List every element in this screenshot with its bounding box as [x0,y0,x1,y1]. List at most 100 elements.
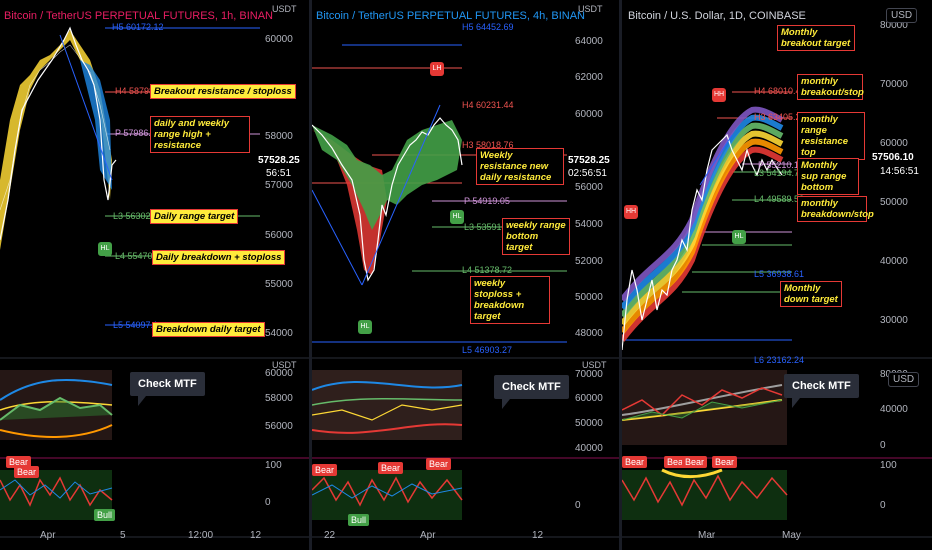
osc2-axis-tick: 100 [880,460,897,471]
chart-title: Bitcoin / TetherUS PERPETUAL FUTURES, 4h… [316,10,585,22]
annotation-note[interactable]: daily and weekly range high + resistance [150,116,250,153]
panel-separator[interactable] [619,0,622,550]
chart-panel-1h[interactable]: Bitcoin / TetherUS PERPETUAL FUTURES, 1h… [0,0,310,550]
pivot-level-h5: H5 60172.12 [112,22,164,32]
annotation-note[interactable]: Monthly down target [780,281,842,307]
check-mtf-button[interactable]: Check MTF [130,372,205,406]
price-axis-tick: 56000 [265,230,293,241]
pivot-level-l4: L4 55470.5 [115,251,161,261]
pivot-level-p: P 54919.05 [464,196,510,206]
annotation-note[interactable]: weekly range bottom target [502,218,570,255]
check-mtf-button[interactable]: Check MTF [784,374,859,408]
bear-tag: Bear [426,458,452,470]
annotation-note[interactable]: Monthly sup range bottom [797,158,859,195]
last-price-label: 57506.10 [872,152,914,163]
annotation-note[interactable]: Monthly breakout target [777,25,855,51]
osc2-axis-tick: 0 [265,497,271,508]
osc2-axis-tick: 100 [265,460,282,471]
price-axis-tick: 60000 [265,34,293,45]
osc-axis-tick: 40000 [880,404,908,415]
pivot-level-h4: H4 60231.44 [462,100,514,110]
time-axis-tick: 12 [250,530,262,541]
price-axis-tick: 52000 [575,256,603,267]
price-axis-tick: 60000 [880,138,908,149]
currency-button[interactable]: USD [886,8,918,23]
bull-tag: Bull [94,509,116,521]
chart-canvas-4h[interactable] [312,0,620,550]
price-axis-tick: 40000 [880,256,908,267]
bull-tag: Bull [348,514,370,526]
pivot-level-h4: H4 58798 [115,86,155,96]
price-axis-tick: 48000 [575,328,603,339]
annotation-note[interactable]: Breakdown daily target [152,322,265,337]
time-axis-tick: Apr [420,530,436,541]
price-axis-tick: 54000 [265,328,293,339]
pivot-level-h3: H3 58018.76 [462,140,514,150]
annotation-note[interactable]: Weekly resistance new daily resistance [476,148,564,185]
pivot-level-l5: L5 36938.61 [754,269,805,279]
last-price-label: 57528.25 [258,155,300,166]
time-axis-tick: Mar [698,530,716,541]
time-axis-tick: May [782,530,801,541]
annotation-note[interactable]: Daily breakdown + stoploss [152,250,286,265]
annotation-note[interactable]: Breakout resistance / stoploss [150,84,296,99]
currency-label: USDT [272,4,297,14]
chart-title: Bitcoin / U.S. Dollar, 1D, COINBASE [628,10,806,22]
hl-marker: HL [98,242,112,256]
hh-marker: HH [712,88,726,102]
osc-axis-tick: 0 [880,440,886,451]
osc-axis-tick: 50000 [575,418,603,429]
price-axis-tick: 70000 [880,79,908,90]
bear-tag: Bear [712,456,738,468]
last-price-label: 57528.25 [568,155,610,166]
price-axis-tick: 62000 [575,72,603,83]
pivot-level-h3: H3 63405.24 [754,112,806,122]
annotation-note[interactable]: Daily range target [150,209,239,224]
pivot-level-l3: L3 53591.9 [464,222,510,232]
price-axis-tick: 57000 [265,180,293,191]
pivot-level-l5: L5 46903.27 [462,345,513,355]
hh-marker: HH [624,205,638,219]
chart-title: Bitcoin / TetherUS PERPETUAL FUTURES, 1h… [4,10,273,22]
bear-tag: Bear [622,456,648,468]
annotation-note[interactable]: monthly breakout/stop [797,74,864,100]
check-mtf-button[interactable]: Check MTF [494,375,569,409]
currency-button[interactable]: USD [888,372,920,387]
price-axis-tick: 30000 [880,315,908,326]
time-axis-tick: 5 [120,530,126,541]
price-axis-tick: 64000 [575,36,603,47]
osc-axis-tick: 60000 [265,368,293,379]
time-axis-tick: 12:00 [188,530,214,541]
pivot-level-l6: L6 23162.24 [754,355,805,365]
pivot-level-l4: L4 51378.72 [462,265,513,275]
osc-axis-tick: 60000 [575,393,603,404]
chart-panel-4h[interactable]: Bitcoin / TetherUS PERPETUAL FUTURES, 4h… [312,0,620,550]
pivot-level-l4: L4 49589.52 [754,194,805,204]
hl-marker: HL [450,210,464,224]
chart-panel-1d[interactable]: Bitcoin / U.S. Dollar, 1D, COINBASE USD … [622,0,932,550]
annotation-note[interactable]: monthly breakdown/stop [797,196,874,222]
annotation-note[interactable]: weekly stoploss + breakdown target [470,276,550,324]
pivot-level-l3: L3 54194.7 [754,168,800,178]
pivot-level-p: P 55210.13 [758,160,804,170]
osc-axis-tick: 56000 [265,421,293,432]
bar-countdown: 14:56:51 [880,166,919,177]
currency-label: USDT [582,360,607,370]
pivot-level-p: P 57986.5 [115,128,156,138]
bear-tag: Bear [14,466,40,478]
price-axis-tick: 80000 [880,20,908,31]
price-axis-tick: 60000 [575,109,603,120]
chart-canvas-1h[interactable] [0,0,310,550]
time-axis-tick: 12 [532,530,544,541]
price-axis-tick: 55000 [265,279,293,290]
osc2-axis-tick: 0 [880,500,886,511]
hl-marker: HL [358,320,372,334]
currency-label: USDT [272,360,297,370]
bear-tag: Bear [378,462,404,474]
price-axis-tick: 54000 [575,219,603,230]
bear-tag: Bear [682,456,708,468]
price-axis-tick: 56000 [575,182,603,193]
annotation-note[interactable]: monthly range resistance top [797,112,865,160]
pivot-level-h5: H5 64452.69 [462,22,514,32]
panel-separator[interactable] [309,0,312,550]
